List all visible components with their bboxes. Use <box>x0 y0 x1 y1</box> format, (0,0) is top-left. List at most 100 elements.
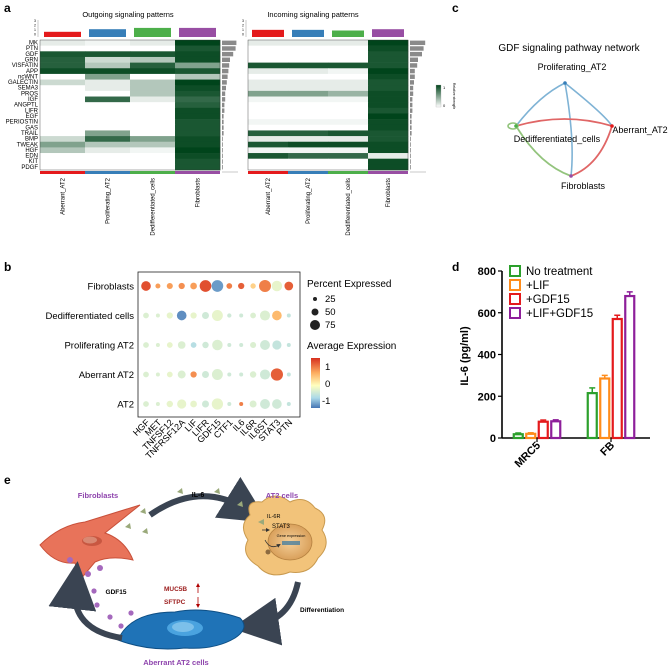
pathway-label: GRN <box>25 57 38 63</box>
avg-colorbar <box>311 358 320 408</box>
at2-cells-label: AT2 cells <box>266 491 298 500</box>
heatmap-cell-11-0 <box>248 102 289 109</box>
heatmap-cell-22-1 <box>85 164 131 171</box>
dot-2-7 <box>227 342 232 348</box>
heatmap-cell-22-2 <box>328 164 369 171</box>
percent-legend-label-25: 25 <box>325 294 336 305</box>
y-tick-label: 600 <box>478 308 496 320</box>
dot-0-0 <box>141 281 151 291</box>
side-bar-1 <box>222 46 236 51</box>
heatmap-cell-8-0 <box>248 85 289 92</box>
dot-1-6 <box>211 310 223 321</box>
side-bar-0 <box>410 40 426 46</box>
dot-4-10 <box>260 399 270 409</box>
heatmap-cell-5-2 <box>328 68 369 75</box>
top-bar-tick: 1 <box>242 28 244 32</box>
side-bar-20 <box>222 153 223 159</box>
top-bar-tick: 3 <box>242 19 244 23</box>
dot-3-10 <box>259 369 271 380</box>
side-bar-12 <box>222 108 225 113</box>
celltype-strip-1 <box>85 171 130 174</box>
outgoing-pathway-labels: MKPTNGDFGRNVISFATINAPPncWNTGALECTINSEMA3… <box>6 41 39 171</box>
percent-legend-title: Percent Expressed <box>307 279 392 290</box>
dotplot-row-label: Fibroblasts <box>88 282 135 293</box>
heatmap-cell-9-3 <box>175 90 221 97</box>
dot-2-12 <box>286 342 291 348</box>
dot-4-5 <box>202 400 209 408</box>
heatmap-cell-13-1 <box>85 113 131 120</box>
heatmap-cell-8-3 <box>175 85 221 92</box>
side-bar-7 <box>222 80 227 85</box>
dot-3-8 <box>239 372 244 377</box>
incoming-celltype-labels: Aberrant_AT2 Proliferating_AT2 Dedifferent… <box>266 177 392 235</box>
dot-0-12 <box>284 281 294 291</box>
panel-label-e: e <box>4 473 11 487</box>
heatmap-cell-19-1 <box>85 147 131 154</box>
heatmap-cell-13-2 <box>328 113 369 120</box>
dot-4-3 <box>177 399 187 409</box>
heatmap-cell-10-2 <box>130 96 176 103</box>
heatmap-cell-17-3 <box>175 136 221 143</box>
legend-label-2: +GDF15 <box>526 294 570 306</box>
x-category-label: FB <box>598 440 617 459</box>
heatmap-cell-20-0 <box>248 153 289 159</box>
node-proliferating <box>563 81 567 85</box>
network-nodes <box>514 81 614 178</box>
dot-0-9 <box>250 283 256 289</box>
heatmap-cell-1-1 <box>85 45 131 52</box>
side-bar-4 <box>410 63 418 68</box>
pathway-label: EGF <box>26 114 39 120</box>
heatmap-cell-18-3 <box>175 141 221 148</box>
panel-b: b Fibroblasts Dedifferentiated cells Proli… <box>4 260 396 461</box>
side-bar-14 <box>410 119 412 125</box>
dot-3-5 <box>202 371 209 378</box>
heatmap-cell-14-2 <box>130 119 176 126</box>
heatmap-cell-19-2 <box>328 147 369 154</box>
heatmap-cell-7-1 <box>288 79 329 86</box>
panel-label-d: d <box>452 260 459 274</box>
edge-prolif-fib <box>564 82 573 177</box>
top-bar-tick: 0 <box>242 33 244 37</box>
dot-3-3 <box>177 370 186 379</box>
top-bar-1 <box>89 29 126 37</box>
heatmap-cell-8-3 <box>368 85 409 92</box>
dot-1-0 <box>143 312 149 319</box>
heatmap-cell-9-2 <box>328 90 369 97</box>
heatmap-cell-19-0 <box>248 147 289 154</box>
heatmap-cell-11-1 <box>85 102 131 109</box>
heatmap-cell-8-1 <box>85 85 131 92</box>
heatmap-cell-14-0 <box>248 119 289 126</box>
heatmap-cell-21-1 <box>85 158 131 165</box>
dot-1-4 <box>190 312 197 319</box>
heatmap-cell-6-3 <box>175 73 221 80</box>
gdf15-arrow <box>48 561 123 641</box>
heatmap-cell-3-3 <box>368 56 409 63</box>
heatmap-cell-4-0 <box>40 62 86 69</box>
heatmap-cell-4-3 <box>175 62 221 69</box>
heatmap-cell-11-2 <box>130 102 176 109</box>
dotplot-row-label: AT2 <box>117 400 134 411</box>
dot-1-2 <box>166 312 173 319</box>
dot-2-6 <box>212 339 223 351</box>
dot-0-6 <box>211 280 224 292</box>
pathway-label: PDGF <box>21 165 38 171</box>
dot-2-3 <box>177 341 186 349</box>
pathway-label: BMP <box>25 137 38 143</box>
heatmap-cell-5-0 <box>40 68 86 75</box>
top-bar-tick: 2 <box>242 24 244 28</box>
il6-label: IL-6 <box>192 492 205 499</box>
legend-label-1: +LIF <box>526 280 549 292</box>
pathway-label: TWEAK <box>17 142 38 148</box>
il6-triangles <box>125 488 243 534</box>
percent-legend-label-75: 75 <box>325 320 336 331</box>
side-bar-21 <box>410 159 411 164</box>
side-bar-5 <box>222 68 229 74</box>
side-bar-10 <box>222 97 226 102</box>
side-bar-9 <box>222 91 226 96</box>
pathway-label: PTN <box>26 46 38 52</box>
heatmap-cell-21-3 <box>368 158 409 165</box>
heatmap-cell-15-3 <box>175 124 221 131</box>
dot-3-7 <box>227 372 232 377</box>
strength-legend-title: Relative strength <box>452 83 456 109</box>
heatmap-cell-3-3 <box>175 56 221 63</box>
